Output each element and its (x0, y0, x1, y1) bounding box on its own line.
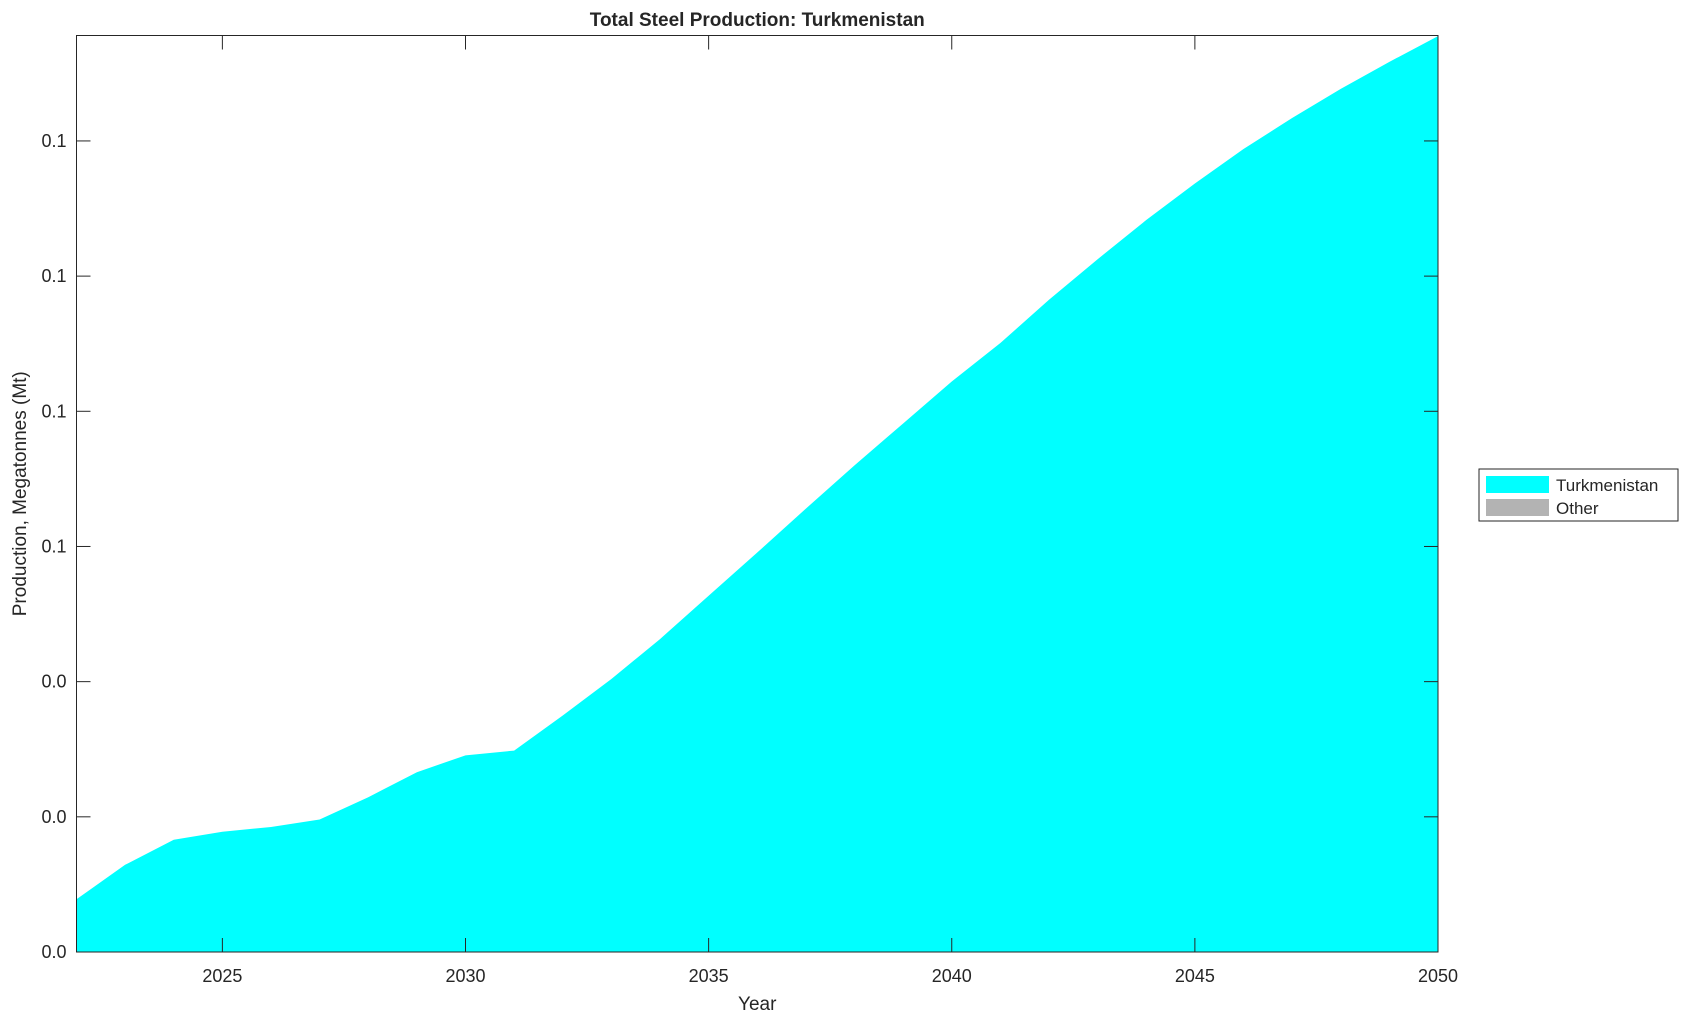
y-tick-label: 0.0 (41, 807, 66, 827)
y-tick-label: 0.1 (41, 401, 66, 421)
y-axis: 0.0 0.0 0.0 0.1 0.1 0.1 0.1 (41, 131, 1438, 962)
y-tick-label: 0.1 (41, 266, 66, 286)
x-tick-label: 2040 (932, 966, 972, 986)
y-tick-label: 0.1 (41, 131, 66, 151)
x-axis: 2025 2030 2035 2040 2045 2050 (202, 35, 1458, 986)
x-tick-label: 2045 (1175, 966, 1215, 986)
x-tick-label: 2030 (445, 966, 485, 986)
axes-box (76, 35, 1439, 953)
x-tick-label: 2025 (202, 966, 242, 986)
y-axis-label: Production, Megatonnes (Mt) (10, 371, 31, 616)
legend-label: Other (1556, 499, 1599, 518)
x-tick-label: 2050 (1418, 966, 1458, 986)
legend: Turkmenistan Other (1478, 468, 1679, 522)
area-turkmenistan (76, 36, 1438, 952)
y-tick-label: 0.0 (41, 942, 66, 962)
chart-title: Total Steel Production: Turkmenistan (590, 10, 925, 31)
legend-swatch-turkmenistan (1486, 476, 1549, 493)
x-tick-label: 2035 (689, 966, 729, 986)
y-tick-label: 0.1 (41, 536, 66, 556)
legend-label: Turkmenistan (1556, 476, 1658, 495)
plot-areas (76, 36, 1438, 952)
x-axis-label: Year (738, 994, 777, 1015)
legend-swatch-other (1486, 499, 1549, 516)
y-tick-label: 0.0 (41, 672, 66, 692)
